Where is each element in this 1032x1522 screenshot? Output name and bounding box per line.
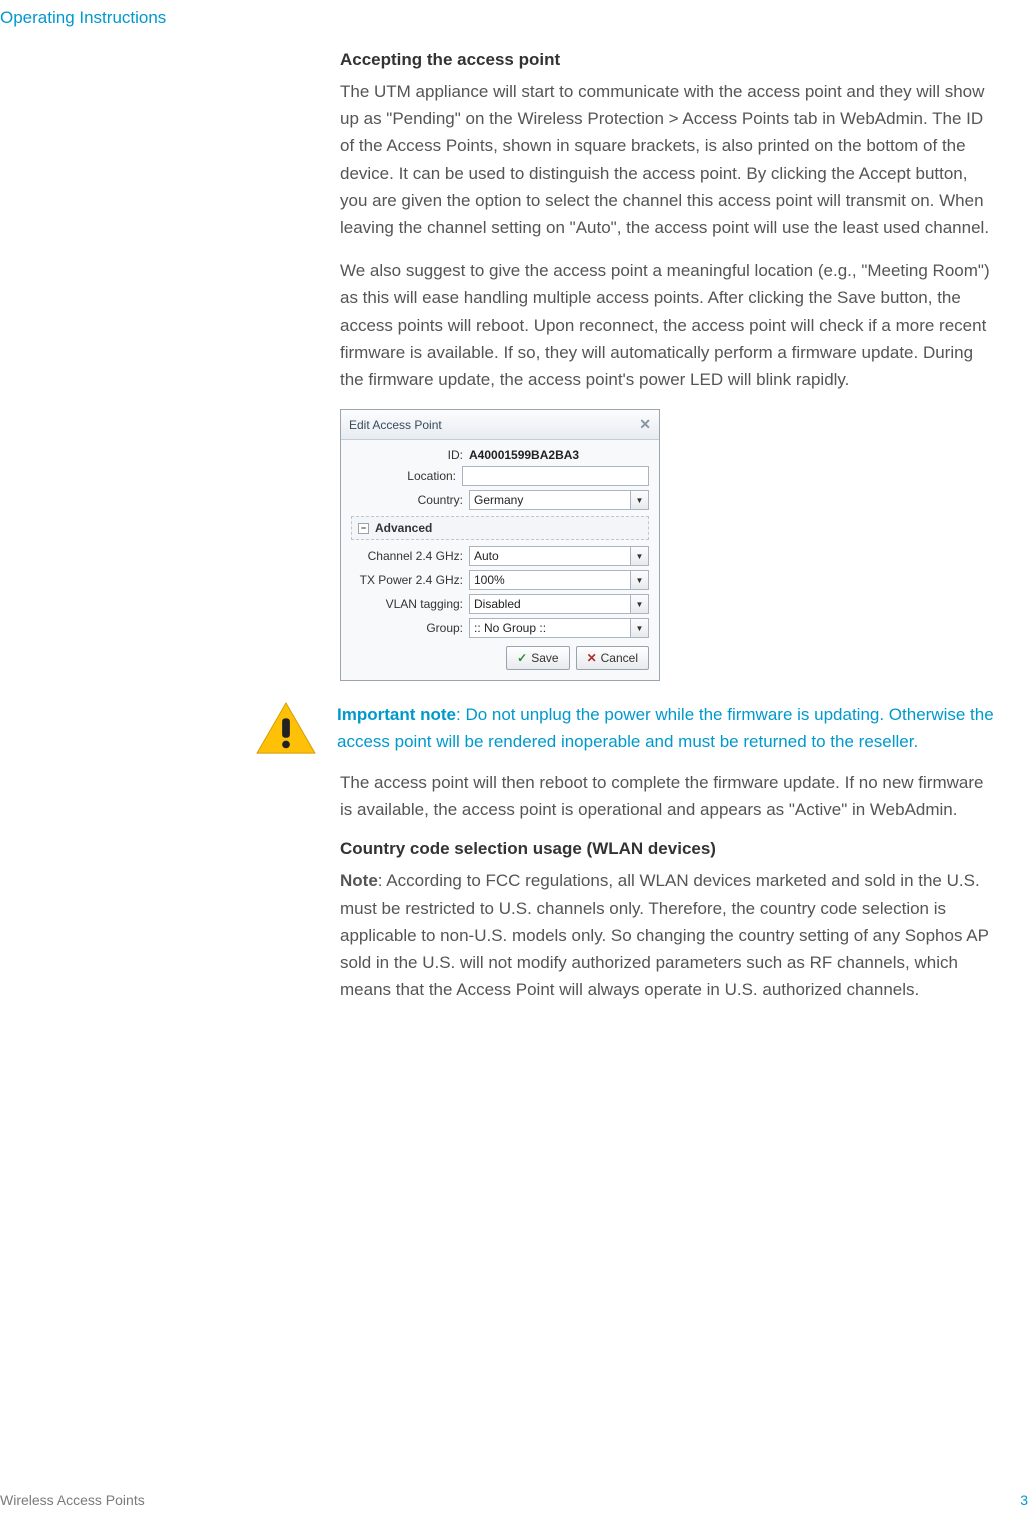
section-2-heading: Country code selection usage (WLAN devic… [340, 839, 995, 859]
section-1-para-2: We also suggest to give the access point… [340, 257, 995, 393]
page-number: 3 [1020, 1492, 1028, 1508]
label-country: Country: [351, 493, 469, 507]
row-txpower: TX Power 2.4 GHz: 100% ▼ [351, 570, 649, 590]
important-note-row: Important note: Do not unplug the power … [255, 701, 995, 757]
country-value: Germany [474, 493, 523, 507]
label-location: Location: [351, 469, 462, 483]
section-2-body: : According to FCC regulations, all WLAN… [340, 871, 989, 999]
vlan-value: Disabled [474, 597, 521, 611]
important-note-text: Important note: Do not unplug the power … [337, 701, 995, 755]
label-id: ID: [351, 448, 469, 462]
channel-select[interactable]: Auto ▼ [469, 546, 649, 566]
row-vlan: VLAN tagging: Disabled ▼ [351, 594, 649, 614]
x-icon: ✕ [587, 651, 597, 665]
close-icon[interactable]: ✕ [639, 416, 651, 433]
row-group: Group: :: No Group :: ▼ [351, 618, 649, 638]
important-note-label: Important note [337, 705, 456, 724]
cancel-button[interactable]: ✕ Cancel [576, 646, 649, 670]
label-channel: Channel 2.4 GHz: [351, 549, 469, 563]
section-1-heading: Accepting the access point [340, 50, 995, 70]
advanced-section-header[interactable]: − Advanced [351, 516, 649, 540]
dialog-titlebar: Edit Access Point ✕ [341, 410, 659, 440]
save-label: Save [531, 651, 558, 665]
cancel-label: Cancel [601, 651, 638, 665]
check-icon: ✓ [517, 651, 527, 665]
chevron-down-icon: ▼ [630, 619, 648, 637]
footer-title: Wireless Access Points [0, 1492, 145, 1508]
post-note-para: The access point will then reboot to com… [340, 769, 995, 823]
value-id: A40001599BA2BA3 [469, 448, 579, 462]
section-1-para-1: The UTM appliance will start to communic… [340, 78, 995, 241]
advanced-label: Advanced [375, 521, 432, 535]
txpower-select[interactable]: 100% ▼ [469, 570, 649, 590]
edit-access-point-dialog: Edit Access Point ✕ ID: A40001599BA2BA3 … [340, 409, 660, 681]
location-input[interactable] [462, 466, 649, 486]
collapse-icon: − [358, 523, 369, 534]
page-header: Operating Instructions [0, 8, 166, 28]
chevron-down-icon: ▼ [630, 491, 648, 509]
row-id: ID: A40001599BA2BA3 [351, 448, 649, 462]
dialog-body: ID: A40001599BA2BA3 Location: Country: G… [341, 440, 659, 680]
warning-icon [255, 701, 317, 757]
chevron-down-icon: ▼ [630, 547, 648, 565]
main-content: Accepting the access point The UTM appli… [340, 50, 995, 1019]
row-channel: Channel 2.4 GHz: Auto ▼ [351, 546, 649, 566]
group-select[interactable]: :: No Group :: ▼ [469, 618, 649, 638]
label-group: Group: [351, 621, 469, 635]
note-label: Note [340, 871, 378, 890]
label-vlan: VLAN tagging: [351, 597, 469, 611]
txpower-value: 100% [474, 573, 505, 587]
chevron-down-icon: ▼ [630, 595, 648, 613]
dialog-title-text: Edit Access Point [349, 418, 442, 432]
row-location: Location: [351, 466, 649, 486]
country-select[interactable]: Germany ▼ [469, 490, 649, 510]
chevron-down-icon: ▼ [630, 571, 648, 589]
group-value: :: No Group :: [474, 621, 546, 635]
dialog-footer: ✓ Save ✕ Cancel [351, 646, 649, 670]
label-txpower: TX Power 2.4 GHz: [351, 573, 469, 587]
row-country: Country: Germany ▼ [351, 490, 649, 510]
section-2-para: Note: According to FCC regulations, all … [340, 867, 995, 1003]
save-button[interactable]: ✓ Save [506, 646, 569, 670]
vlan-select[interactable]: Disabled ▼ [469, 594, 649, 614]
channel-value: Auto [474, 549, 499, 563]
